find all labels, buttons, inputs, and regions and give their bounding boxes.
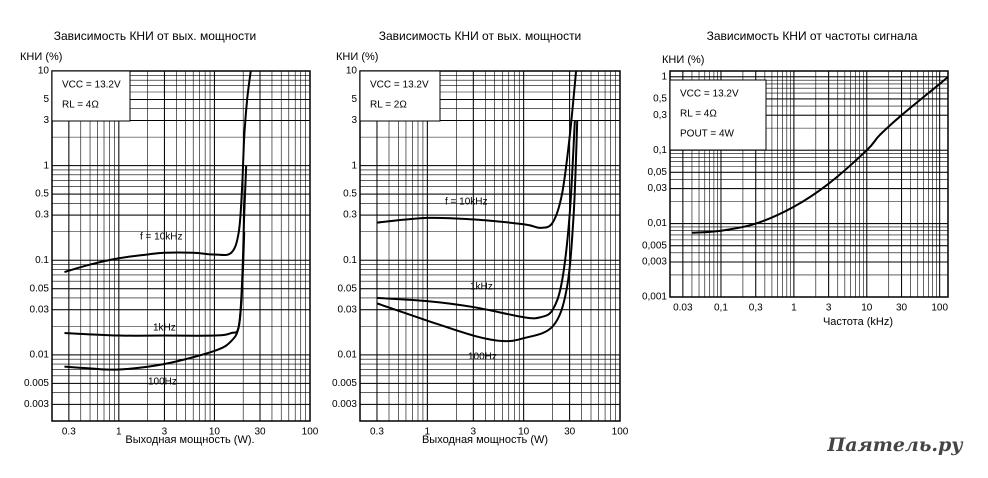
x-tick-label: 0.03 xyxy=(673,303,693,314)
y-tick-label: 1 xyxy=(661,71,667,82)
x-axis-label: Выходная мощность (W). xyxy=(125,434,254,446)
curve xyxy=(64,70,252,274)
x-tick-label: 100 xyxy=(612,427,629,438)
curve-label: f = 10kHz xyxy=(140,232,183,243)
y-tick-label: 3 xyxy=(351,115,357,126)
y-tick-label: 0,003 xyxy=(642,257,667,268)
y-tick-label: 0.5 xyxy=(35,189,49,200)
annotation-box xyxy=(51,70,131,122)
annotation: VCC = 13.2V xyxy=(370,80,429,91)
y-tick-label: 0,1 xyxy=(653,145,667,156)
y-tick-label: 0.003 xyxy=(332,399,357,410)
x-tick-label: 3 xyxy=(826,303,832,314)
plot-frame xyxy=(359,70,621,422)
y-tick-label: 0,005 xyxy=(642,240,667,251)
chart-title: Зависимость КНИ от вых. мощности xyxy=(54,29,257,43)
x-tick-label: 100 xyxy=(931,303,948,314)
y-tick-label: 0.3 xyxy=(343,210,357,221)
x-tick-label: 10 xyxy=(861,303,873,314)
x-tick-label: 10 xyxy=(518,427,530,438)
chart-title: Зависимость КНИ от частоты сигнала xyxy=(707,29,918,43)
curve-label: f = 10kHz xyxy=(445,197,488,208)
y-tick-label: 0.05 xyxy=(338,283,358,294)
y-tick-label: 0.005 xyxy=(24,378,49,389)
x-tick-label: 3 xyxy=(162,427,168,438)
x-axis-label: Частота (kHz) xyxy=(823,316,893,328)
curve xyxy=(64,231,246,371)
x-tick-label: 30 xyxy=(896,303,908,314)
x-tick-label: 1 xyxy=(791,303,797,314)
x-tick-label: 30 xyxy=(564,427,576,438)
y-tick-label: 0.01 xyxy=(30,350,50,361)
annotation-box xyxy=(669,79,767,151)
y-tick-label: 0.1 xyxy=(343,255,357,266)
annotation: RL = 2Ω xyxy=(370,100,407,111)
x-tick-label: 100 xyxy=(302,427,319,438)
x-tick-label: 30 xyxy=(254,427,266,438)
x-tick-label: 0.3 xyxy=(62,427,76,438)
y-tick-label: 0,5 xyxy=(653,94,667,105)
y-axis-label: КНИ (%) xyxy=(336,51,378,63)
chart-title: Зависимость КНИ от вых. мощности xyxy=(379,29,582,43)
y-tick-label: 0,03 xyxy=(648,183,668,194)
x-tick-label: 0,1 xyxy=(714,303,728,314)
annotation: RL = 4Ω xyxy=(62,100,99,111)
curve-label: 1kHz xyxy=(470,282,493,293)
y-tick-label: 5 xyxy=(351,94,357,105)
y-tick-label: 1 xyxy=(43,160,49,171)
x-tick-label: 3 xyxy=(471,427,477,438)
annotation: RL = 4Ω xyxy=(680,109,717,120)
y-tick-label: 5 xyxy=(43,94,49,105)
y-tick-label: 0.5 xyxy=(343,189,357,200)
y-tick-label: 0.03 xyxy=(338,304,358,315)
y-tick-label: 3 xyxy=(43,115,49,126)
annotation: POUT = 4W xyxy=(680,129,735,140)
x-tick-label: 0.3 xyxy=(370,427,384,438)
curve xyxy=(691,76,949,234)
curve-label: 1kHz xyxy=(153,323,176,334)
y-tick-label: 0.03 xyxy=(30,304,50,315)
annotation: VCC = 13.2V xyxy=(62,80,121,91)
x-tick-label: 1 xyxy=(425,427,431,438)
y-tick-label: 0.005 xyxy=(332,378,357,389)
plot-frame xyxy=(51,70,311,422)
y-tick-label: 0,001 xyxy=(642,292,667,303)
x-tick-label: 1 xyxy=(116,427,122,438)
y-axis-label: КНИ (%) xyxy=(662,54,704,66)
y-tick-label: 0,01 xyxy=(648,218,668,229)
y-tick-label: 10 xyxy=(38,66,50,77)
annotation: VCC = 13.2V xyxy=(680,89,739,100)
curve xyxy=(376,70,578,229)
y-tick-label: 1 xyxy=(351,160,357,171)
y-tick-label: 0.3 xyxy=(35,210,49,221)
annotation-box xyxy=(359,70,441,122)
x-tick-label: 0,3 xyxy=(749,303,763,314)
y-tick-label: 10 xyxy=(346,66,358,77)
y-tick-label: 0.01 xyxy=(338,350,358,361)
y-tick-label: 0.003 xyxy=(24,399,49,410)
x-tick-label: 10 xyxy=(209,427,221,438)
watermark: Паятель.ру xyxy=(826,434,964,456)
y-tick-label: 0,05 xyxy=(648,167,668,178)
x-axis-label: Выходная мощность (W) xyxy=(422,434,548,446)
plot-frame xyxy=(669,70,949,298)
curve-label: 100Hz xyxy=(148,377,177,388)
y-axis-label: КНИ (%) xyxy=(20,51,62,63)
y-tick-label: 0.1 xyxy=(35,255,49,266)
curve-label: 100Hz xyxy=(468,352,497,363)
curve xyxy=(376,120,579,343)
y-tick-label: 0,3 xyxy=(653,110,667,121)
curve xyxy=(376,120,576,320)
y-tick-label: 0.05 xyxy=(30,283,50,294)
